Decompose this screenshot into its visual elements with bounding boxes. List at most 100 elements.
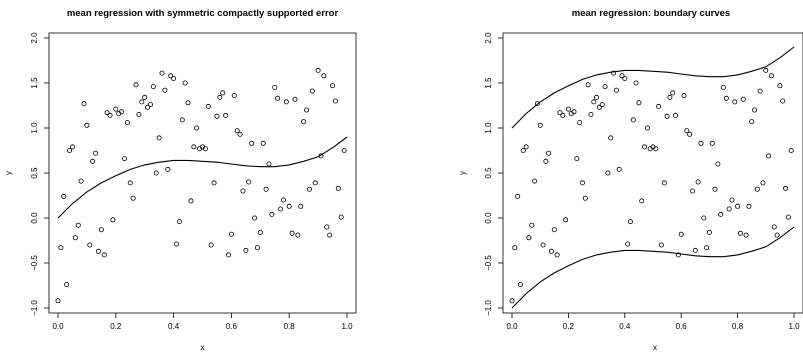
data-point [588, 112, 594, 118]
data-point [110, 217, 116, 223]
data-point [777, 83, 783, 89]
data-point [156, 135, 162, 141]
y-tick-label: −1.0 [484, 300, 493, 316]
data-point [746, 203, 752, 209]
data-point [119, 109, 125, 115]
data-point [81, 101, 87, 107]
data-point [540, 242, 546, 248]
data-point [147, 102, 153, 108]
data-point [283, 99, 289, 105]
x-axis: 0.0 0.2 0.4 0.6 0.8 1.0 [52, 313, 353, 331]
data-point [61, 193, 67, 199]
data-point [687, 131, 693, 137]
data-point [335, 185, 341, 191]
data-point [72, 235, 78, 241]
data-point [574, 156, 580, 162]
x-axis-label: x [653, 343, 657, 352]
data-point [723, 95, 729, 101]
data-point [330, 83, 336, 89]
data-point [295, 232, 301, 238]
data-point [780, 98, 786, 104]
data-point [630, 117, 636, 123]
data-point [625, 241, 631, 247]
data-point [93, 150, 99, 156]
data-point [633, 80, 639, 86]
data-point [512, 245, 518, 251]
data-point [785, 214, 791, 220]
data-point [653, 146, 659, 152]
data-point [613, 87, 619, 93]
x-tick-label: 0.6 [676, 322, 688, 331]
data-point [217, 94, 223, 100]
data-point [774, 232, 780, 238]
data-point [150, 84, 156, 90]
x-tick-label: 0.4 [619, 322, 631, 331]
data-point [64, 282, 70, 288]
data-point [706, 229, 712, 235]
data-point [718, 211, 724, 217]
data-point [661, 180, 667, 186]
data-point [729, 197, 735, 203]
data-point [760, 180, 766, 186]
regression-curve-2 [511, 226, 795, 309]
y-tick-label: 2.0 [30, 32, 39, 44]
data-point [257, 229, 263, 235]
data-point [269, 211, 275, 217]
data-point [84, 122, 90, 128]
data-point [142, 94, 148, 100]
data-point [523, 144, 529, 150]
data-point [185, 100, 191, 106]
data-point [732, 99, 738, 105]
data-point [145, 104, 151, 110]
y-tick-label: 1.5 [484, 77, 493, 89]
data-point [168, 73, 174, 79]
data-point [534, 101, 540, 107]
data-point [191, 144, 197, 150]
data-point [743, 232, 749, 238]
data-point [188, 198, 194, 204]
data-point [560, 112, 566, 118]
x-tick-label: 0.2 [110, 322, 122, 331]
data-point [162, 87, 168, 93]
data-point [78, 178, 84, 184]
data-point [133, 82, 139, 88]
data-point [272, 85, 278, 91]
data-point [202, 146, 208, 152]
data-point [709, 140, 715, 146]
data-point [670, 90, 676, 96]
data-point [228, 231, 234, 237]
data-point [231, 93, 237, 99]
y-axis: −1.0 −0.5 0.0 0.5 1.0 1.5 2.0 [484, 32, 503, 316]
x-axis: 0.0 0.2 0.4 0.6 0.8 1.0 [506, 313, 800, 331]
data-point [684, 128, 690, 134]
data-point [752, 107, 758, 113]
data-point [87, 242, 93, 248]
scatter-points [509, 67, 794, 304]
scatter-points [55, 67, 347, 304]
data-point [173, 241, 179, 247]
data-point [226, 252, 232, 258]
data-point [211, 180, 217, 186]
data-point [127, 180, 133, 186]
data-point [611, 70, 617, 76]
y-tick-label: 1.0 [30, 122, 39, 134]
data-point [306, 186, 312, 192]
regression-curve-1 [511, 46, 795, 129]
data-point [194, 125, 200, 131]
data-point [658, 242, 664, 248]
data-point [338, 214, 344, 220]
data-point [332, 98, 338, 104]
data-point [292, 96, 298, 102]
data-point [289, 230, 295, 236]
data-point [664, 113, 670, 119]
data-point [754, 186, 760, 192]
y-tick-label: 0.0 [484, 212, 493, 224]
data-point [695, 179, 701, 185]
data-point [675, 252, 681, 258]
data-point [571, 109, 577, 115]
data-point [605, 170, 611, 176]
data-point [726, 206, 732, 212]
data-point [121, 156, 127, 162]
data-point [159, 70, 165, 76]
